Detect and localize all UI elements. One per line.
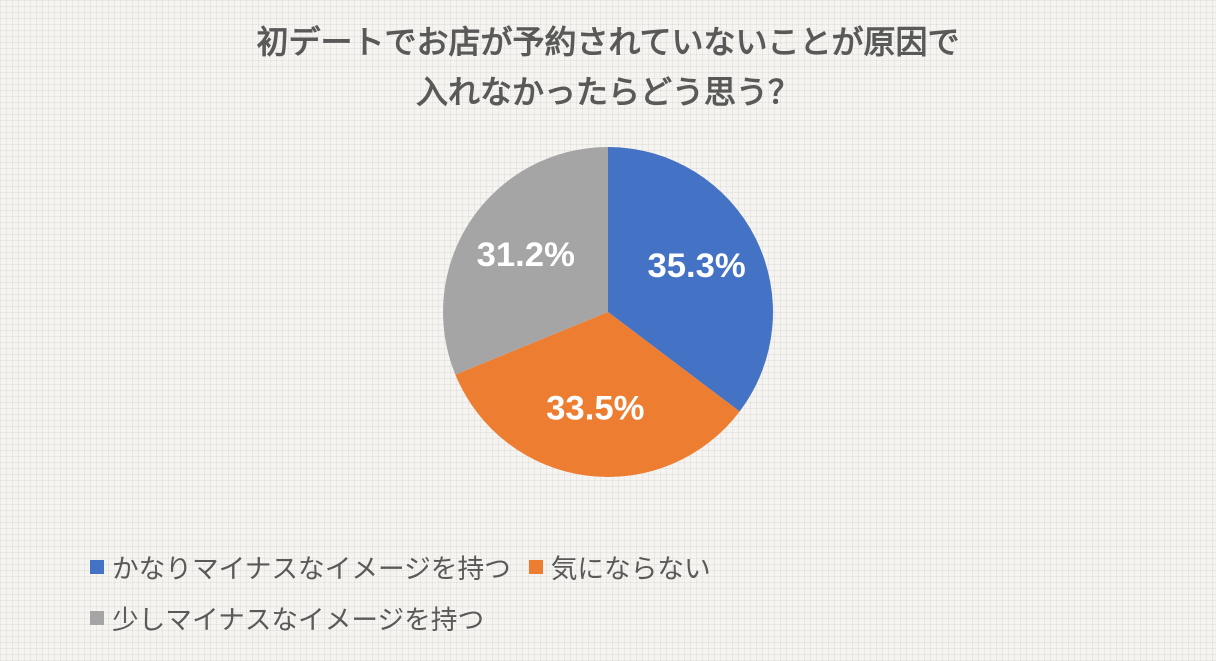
chart-title-line-2: 入れなかったらどう思う？ (0, 68, 1216, 118)
legend: かなりマイナスなイメージを持つ 気にならない少しマイナスなイメージを持つ (90, 547, 1140, 637)
pie-area: 35.3% 33.5% 31.2% (0, 127, 1216, 497)
legend-swatch (90, 611, 104, 625)
legend-item: 気にならない (529, 547, 711, 586)
slice-label: 35.3% (647, 247, 745, 285)
slice-label: 33.5% (546, 390, 644, 428)
legend-swatch (90, 560, 104, 574)
chart-title: 初デートでお店が予約されていないことが原因で 入れなかったらどう思う？ (0, 0, 1216, 117)
legend-item: かなりマイナスなイメージを持つ (90, 547, 511, 586)
pie-chart: 35.3% 33.5% 31.2% (423, 127, 793, 497)
legend-swatch (529, 560, 543, 574)
legend-label: かなりマイナスなイメージを持つ (112, 547, 511, 586)
slice-label: 31.2% (477, 236, 575, 274)
chart-title-line-1: 初デートでお店が予約されていないことが原因で (0, 18, 1216, 68)
legend-label: 少しマイナスなイメージを持つ (112, 598, 484, 637)
legend-item: 少しマイナスなイメージを持つ (90, 598, 484, 637)
legend-label: 気にならない (551, 547, 711, 586)
pie-chart-container: 初デートでお店が予約されていないことが原因で 入れなかったらどう思う？ 35.3… (0, 0, 1216, 661)
